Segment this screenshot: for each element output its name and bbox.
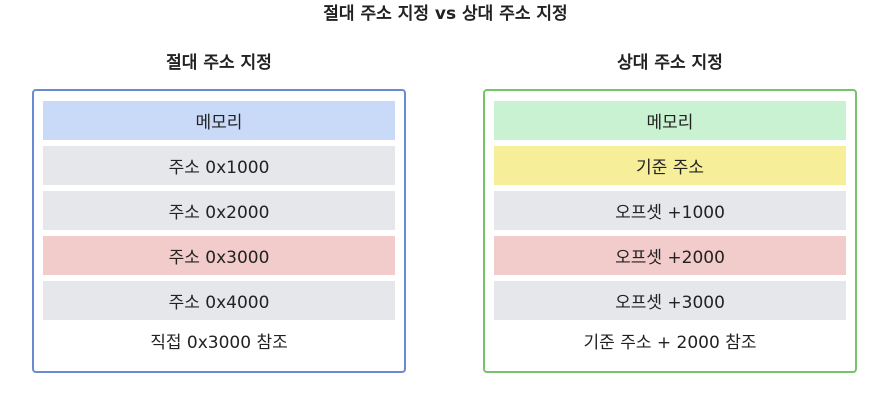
offset-box: 오프셋 +1000 [494,191,846,230]
base-address-box: 기준 주소 [494,146,846,185]
referenced-address-box: 주소 0x3000 [43,236,395,275]
diagram-title: 절대 주소 지정 vs 상대 주소 지정 [323,4,568,24]
address-box: 주소 0x2000 [43,191,395,230]
absolute-addressing-panel: 메모리 주소 0x1000 주소 0x2000 주소 0x3000 주소 0x4… [32,89,406,373]
relative-caption: 기준 주소 + 2000 참조 [583,333,757,353]
memory-header-box: 메모리 [494,101,846,140]
absolute-panel-title: 절대 주소 지정 [166,53,272,73]
absolute-caption: 직접 0x3000 참조 [150,333,288,353]
offset-box: 오프셋 +3000 [494,281,846,320]
relative-addressing-panel: 메모리 기준 주소 오프셋 +1000 오프셋 +2000 오프셋 +3000 … [483,89,857,373]
memory-header-box: 메모리 [43,101,395,140]
address-box: 주소 0x4000 [43,281,395,320]
address-box: 주소 0x1000 [43,146,395,185]
relative-panel-title: 상대 주소 지정 [617,53,723,73]
referenced-offset-box: 오프셋 +2000 [494,236,846,275]
